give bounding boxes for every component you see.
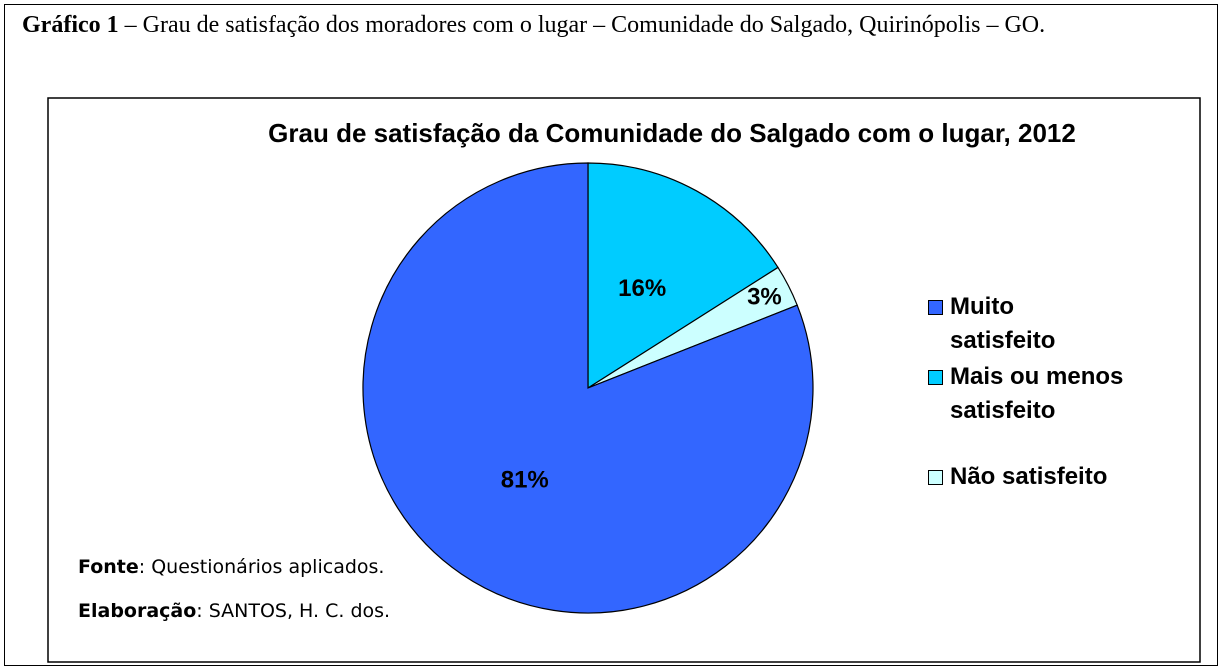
author-text: : SANTOS, H. C. dos.	[196, 600, 391, 622]
chart-border	[47, 97, 1201, 663]
pie: 16% 3% 81%	[362, 162, 814, 614]
data-label: 16%	[618, 275, 666, 302]
source-label: Fonte	[78, 556, 139, 578]
source: Fonte: Questionários aplicados.	[78, 556, 384, 578]
caption-label: Gráfico 1	[22, 12, 119, 38]
legend-label: Não satisfeito	[950, 463, 1108, 490]
pie-slice	[362, 162, 814, 614]
legend-label: Mais ou menos satisfeito	[950, 363, 1124, 424]
source-text: : Questionários aplicados.	[138, 556, 385, 578]
figure-border	[4, 4, 1218, 666]
data-label: 3%	[747, 283, 782, 310]
pie-slice	[587, 162, 779, 390]
author-label: Elaboração	[78, 600, 197, 622]
chart-title: Grau de satisfação da Comunidade do Salg…	[268, 118, 1076, 148]
caption-text: – Grau de satisfação dos moradores com o…	[124, 12, 1046, 38]
legend-swatch	[928, 370, 943, 385]
legend-swatch	[928, 470, 943, 485]
author: Elaboração: SANTOS, H. C. dos.	[78, 600, 390, 622]
legend-swatch	[928, 300, 943, 315]
data-label: 81%	[501, 466, 549, 493]
caption: Gráfico 1 – Grau de satisfação dos morad…	[22, 10, 1202, 40]
legend-label: Muito satisfeito	[950, 293, 1056, 354]
